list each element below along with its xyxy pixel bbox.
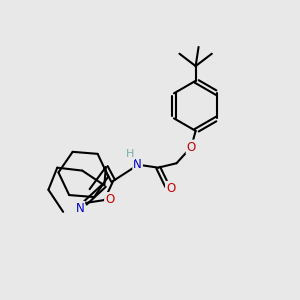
Text: O: O [166, 182, 175, 195]
Text: N: N [76, 202, 84, 215]
Text: H: H [126, 149, 134, 159]
Text: O: O [187, 141, 196, 154]
Text: N: N [133, 158, 142, 171]
Text: O: O [105, 193, 114, 206]
